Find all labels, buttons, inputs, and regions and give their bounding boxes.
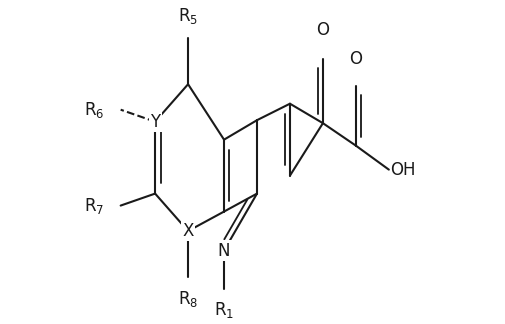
Text: Y: Y [150,113,160,131]
Text: R$_7$: R$_7$ [84,196,104,215]
Text: R$_6$: R$_6$ [84,100,104,120]
Text: N: N [218,241,230,260]
Text: R$_1$: R$_1$ [214,300,234,320]
Text: O: O [317,21,329,39]
Text: OH: OH [390,161,416,179]
Text: O: O [349,50,363,68]
Text: X: X [182,222,194,240]
Text: R$_5$: R$_5$ [178,6,198,26]
Text: R$_8$: R$_8$ [178,289,198,309]
